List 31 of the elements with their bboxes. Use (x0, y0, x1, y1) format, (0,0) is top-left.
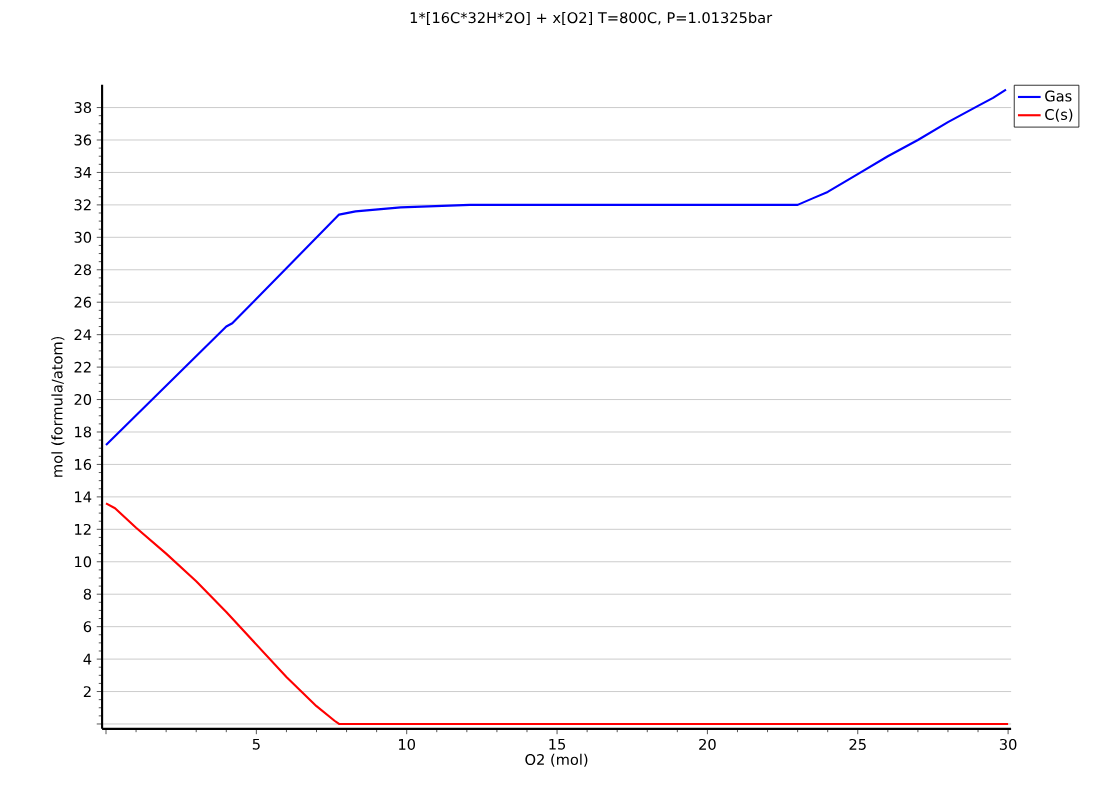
y-tick-label: 38 (74, 102, 92, 114)
y-tick-label: 28 (74, 264, 92, 276)
y-tick-label: 20 (74, 394, 92, 406)
chart-title: 1*[16C*32H*2O] + x[O2] T=800C, P=1.01325bar (410, 11, 773, 25)
y-tick-label: 36 (74, 134, 92, 146)
x-tick-label: 30 (999, 738, 1017, 750)
line-series (104, 88, 1008, 447)
y-tick-label: 34 (74, 166, 92, 178)
x-tick-label: 10 (399, 738, 416, 750)
legend-label: C(s) (1045, 108, 1073, 122)
y-tick-label: 8 (83, 588, 92, 600)
y-tick-label: 2 (83, 686, 91, 697)
y-tick-label: 22 (74, 361, 91, 373)
y-axis-title: mol (formula/atom) (51, 336, 65, 477)
y-tick-label: 14 (75, 491, 92, 503)
x-tick-label: 15 (549, 738, 566, 750)
y-tick-label: 32 (74, 199, 91, 211)
y-tick-label: 6 (83, 621, 92, 633)
y-tick-label: 16 (75, 458, 92, 470)
x-tick-label: 5 (252, 738, 260, 750)
y-tick-label: 30 (74, 231, 92, 243)
y-tick-label: 18 (75, 426, 92, 438)
x-tick-label: 25 (849, 738, 866, 750)
x-axis-title: O2 (mol) (525, 753, 588, 767)
legend-label: Gas (1045, 90, 1072, 102)
y-tick-label: 4 (83, 653, 92, 665)
x-tick-label: 20 (699, 738, 716, 750)
y-tick-label: 24 (74, 329, 92, 341)
y-tick-label: 10 (75, 556, 92, 568)
y-tick-label: 26 (74, 296, 92, 308)
y-tick-label: 12 (75, 523, 91, 535)
